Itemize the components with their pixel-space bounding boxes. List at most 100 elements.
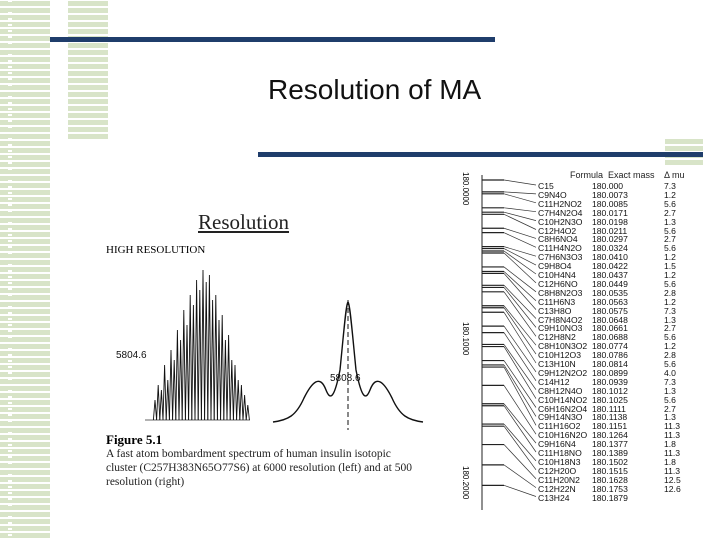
hr-peak xyxy=(200,269,206,421)
exact-mass-cell: 180.1151 xyxy=(592,421,628,432)
formula-cell: C12H8N2 xyxy=(538,332,576,343)
mass-connector xyxy=(503,444,537,479)
delta-mu-cell: 1.3 xyxy=(664,216,676,227)
hr-peak xyxy=(223,339,228,421)
delta-mu-cell: 2.7 xyxy=(664,323,676,334)
formula-cell: C14H12 xyxy=(538,376,570,387)
mass-connector xyxy=(503,179,537,186)
caption-line: cluster (C257H383N65O77S6) at 6000 resol… xyxy=(106,462,412,474)
mass-scale-label-end: 180.2000 xyxy=(461,466,470,500)
exact-mass-cell: 180.0563 xyxy=(592,296,628,307)
formula-cell: C8H6NO4 xyxy=(538,234,578,245)
exact-mass-cell: 180.1012 xyxy=(592,385,628,396)
hr-peak xyxy=(175,329,180,421)
formula-cell: C7H8N4O2 xyxy=(538,314,583,325)
formula-cell: C15 xyxy=(538,181,554,191)
delta-mu-cell: 12.5 xyxy=(664,474,681,485)
exact-mass-cell: 180.0437 xyxy=(592,270,628,280)
delta-mu-cell: 1.5 xyxy=(664,261,676,272)
exact-mass-cell: 180.0085 xyxy=(592,198,628,209)
exact-mass-cell: 180.1377 xyxy=(592,439,628,450)
exact-mass-cell: 180.1628 xyxy=(592,474,628,485)
hr-peak xyxy=(194,279,199,421)
hr-peak xyxy=(204,281,209,421)
hr-peak xyxy=(191,304,196,421)
hr-peak xyxy=(242,394,247,421)
exact-mass-cell: 180.0575 xyxy=(592,305,628,316)
formula-cell: C7H6N3O3 xyxy=(538,252,583,263)
hr-peak xyxy=(210,299,215,421)
exact-mass-cell: 180.1502 xyxy=(592,456,628,467)
exact-mass-cell: 180.0410 xyxy=(592,252,628,263)
table-header-delta: Δ mu xyxy=(664,170,685,180)
hr-peak xyxy=(165,379,170,421)
exact-mass-cell: 180.000 xyxy=(592,181,624,191)
figure-title: Figure 5.1 xyxy=(106,432,163,447)
formula-cell: C11H4N2O xyxy=(538,243,582,254)
exact-mass-cell: 180.0688 xyxy=(592,332,628,343)
hr-peak xyxy=(239,384,244,421)
mass-connector xyxy=(503,307,537,355)
exact-mass-cell: 180.0211 xyxy=(592,225,628,236)
hr-peak xyxy=(159,389,164,421)
exact-mass-cell: 180.0661 xyxy=(592,323,628,334)
formula-cell: C6H16N2O4 xyxy=(538,403,588,414)
mass-connector xyxy=(503,364,537,417)
exact-mass-cell: 180.1025 xyxy=(592,394,628,405)
hr-peak xyxy=(226,334,231,421)
formula-cell: C10H12O3 xyxy=(538,350,581,361)
exact-mass-cell: 180.0535 xyxy=(592,287,628,298)
hr-peak xyxy=(178,339,183,421)
delta-mu-cell: 2.7 xyxy=(664,234,676,245)
hr-peak xyxy=(245,404,250,421)
right-peak-label: 5808.6 xyxy=(330,373,361,384)
formula-cell: C9H14N3O xyxy=(538,412,583,423)
mass-connector xyxy=(503,464,537,488)
mass-connector xyxy=(503,285,537,319)
delta-mu-cell: 7.3 xyxy=(664,305,676,316)
mass-connector xyxy=(503,344,537,390)
figure-heading: Resolution xyxy=(198,210,290,234)
mass-connector xyxy=(503,346,537,399)
formula-cell: C10H16N2O xyxy=(538,430,588,441)
caption-line: A fast atom bombardment spectrum of huma… xyxy=(106,448,391,460)
hr-peak xyxy=(168,349,174,421)
mass-connector xyxy=(503,271,537,301)
hr-peak xyxy=(232,364,238,421)
hr-peak xyxy=(181,309,186,421)
table-header-formula: Formula xyxy=(570,170,604,180)
formula-cell: C9H16N4 xyxy=(538,439,576,450)
delta-mu-cell: 5.6 xyxy=(664,359,676,369)
formula-cell: C13H24 xyxy=(538,492,570,503)
slide-title: Resolution of MA xyxy=(268,74,482,105)
exact-mass-cell: 180.1138 xyxy=(592,412,628,423)
mass-connector xyxy=(503,405,537,453)
formula-cell: C10H4N4 xyxy=(538,270,576,280)
formula-cell: C8H12N4O xyxy=(538,385,583,396)
formula-cell: C8H10N3O2 xyxy=(538,341,588,352)
mass-connector xyxy=(503,207,537,213)
exact-mass-cell: 180.1515 xyxy=(592,465,628,476)
mass-connector xyxy=(503,248,537,266)
delta-mu-cell: 1.3 xyxy=(664,314,676,325)
mass-connector xyxy=(503,366,537,426)
mass-connector xyxy=(503,252,537,284)
mass-scale-label-start: 180.0000 xyxy=(461,172,470,206)
formula-cell: C11H20N2 xyxy=(538,474,580,485)
formula-cell: C13H10N xyxy=(538,359,576,369)
low-resolution-spectrum xyxy=(272,300,424,430)
delta-mu-cell: 12.6 xyxy=(664,483,681,494)
mass-connector xyxy=(503,305,537,346)
delta-mu-cell: 1.3 xyxy=(664,385,676,396)
delta-mu-cell: 5.6 xyxy=(664,198,676,209)
mass-connector xyxy=(503,403,537,444)
mass-connector xyxy=(503,312,537,364)
delta-mu-cell: 1.2 xyxy=(664,252,676,263)
delta-mu-cell: 11.3 xyxy=(664,448,681,458)
hr-peak xyxy=(156,384,161,421)
exact-mass-cell: 180.1753 xyxy=(592,483,628,494)
mass-scale-ticks xyxy=(482,179,537,497)
delta-mu-cell: 1.8 xyxy=(664,439,676,450)
mass-connector xyxy=(503,273,537,310)
mass-connector xyxy=(503,485,537,497)
